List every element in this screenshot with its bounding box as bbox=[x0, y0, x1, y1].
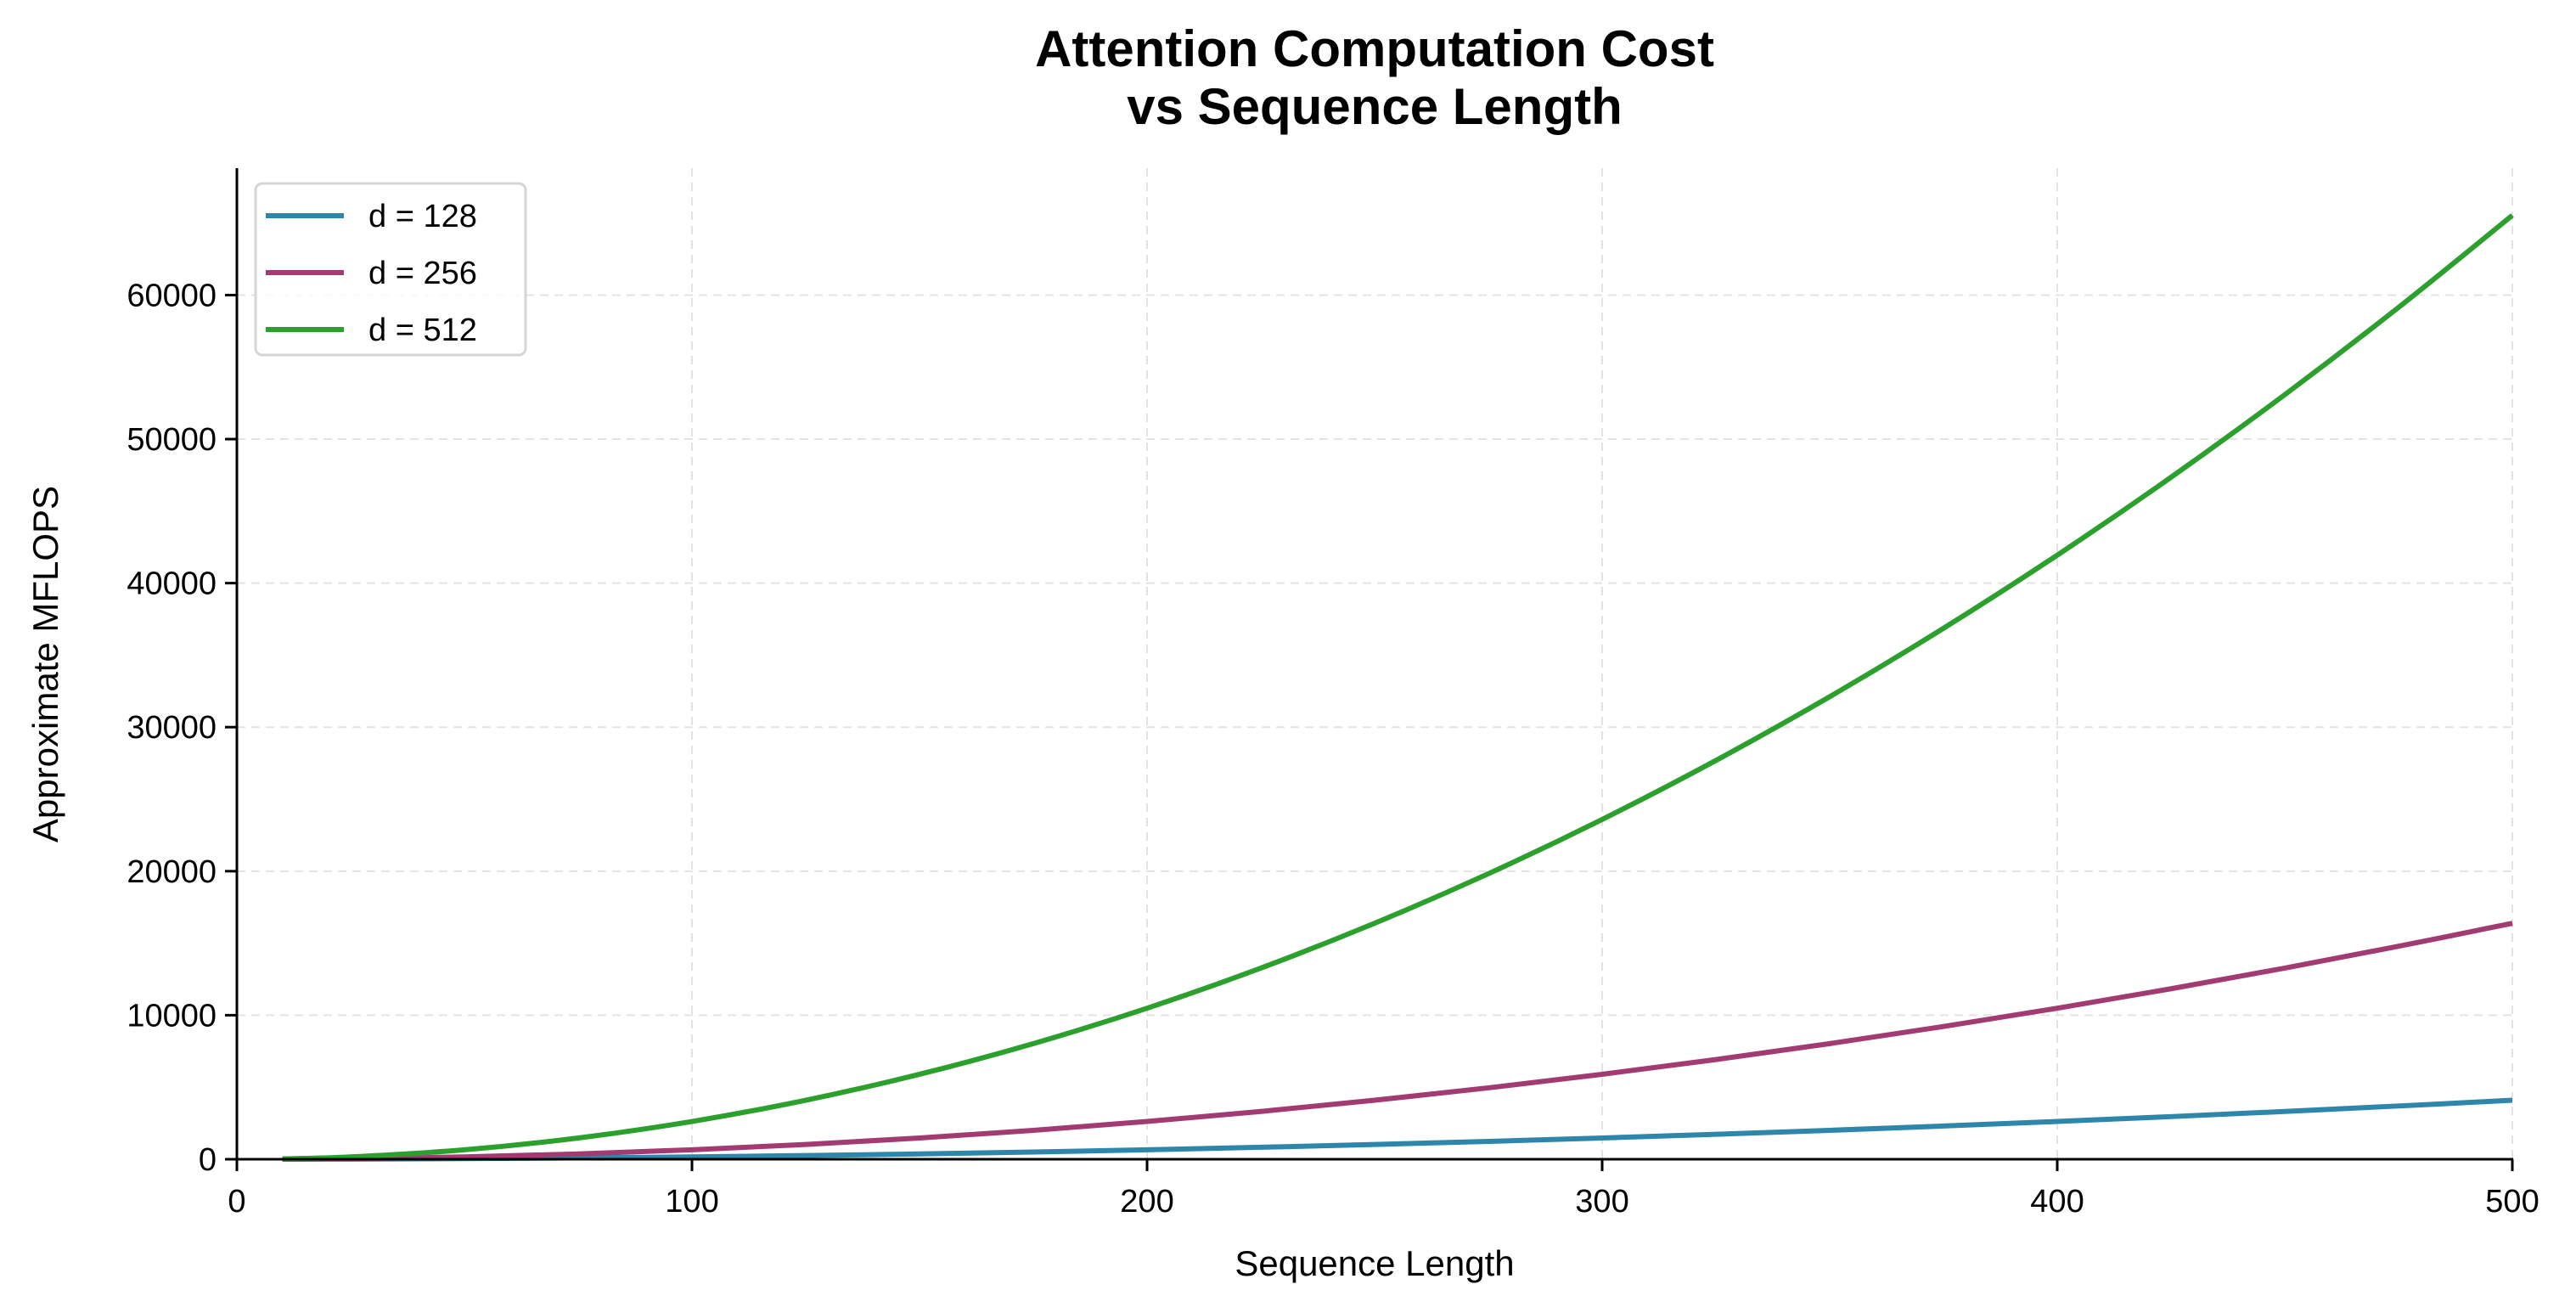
chart-title-line-1: Attention Computation Cost bbox=[1035, 20, 1714, 77]
y-tick-label: 0 bbox=[199, 1142, 217, 1178]
grid bbox=[236, 168, 2513, 1160]
y-tick-label: 40000 bbox=[127, 566, 217, 602]
y-tick-label: 50000 bbox=[127, 422, 217, 458]
y-tick-label: 60000 bbox=[127, 278, 217, 313]
legend-label: d = 256 bbox=[368, 256, 477, 291]
y-axis-label: Approximate MFLOPS bbox=[25, 486, 65, 842]
y-tick-label: 20000 bbox=[127, 854, 217, 890]
legend-box bbox=[254, 182, 527, 357]
x-tick-label: 0 bbox=[228, 1184, 245, 1220]
ticks: 0 100 200 300 400 500 0 10000 20000 30000 40000 500… bbox=[127, 278, 2539, 1220]
x-tick-label: 500 bbox=[2485, 1184, 2539, 1220]
y-tick-label: 10000 bbox=[127, 998, 217, 1034]
series-lines bbox=[282, 213, 2514, 1162]
legend-label: d = 512 bbox=[368, 313, 477, 348]
legend: d = 128 d = 256 d = 512 bbox=[254, 182, 527, 357]
x-tick-label: 400 bbox=[2030, 1184, 2084, 1220]
series-line-d-512 bbox=[282, 213, 2514, 1162]
x-tick-label: 300 bbox=[1575, 1184, 1628, 1220]
series-line-d-128 bbox=[282, 1097, 2513, 1162]
chart-title-line-2: vs Sequence Length bbox=[1127, 78, 1622, 135]
series-line-d-256 bbox=[282, 921, 2513, 1162]
x-tick-label: 100 bbox=[665, 1184, 718, 1220]
x-tick-label: 200 bbox=[1120, 1184, 1173, 1220]
x-axis-label: Sequence Length bbox=[1235, 1243, 1514, 1283]
y-tick-label: 30000 bbox=[127, 710, 217, 746]
legend-label: d = 128 bbox=[368, 199, 477, 234]
